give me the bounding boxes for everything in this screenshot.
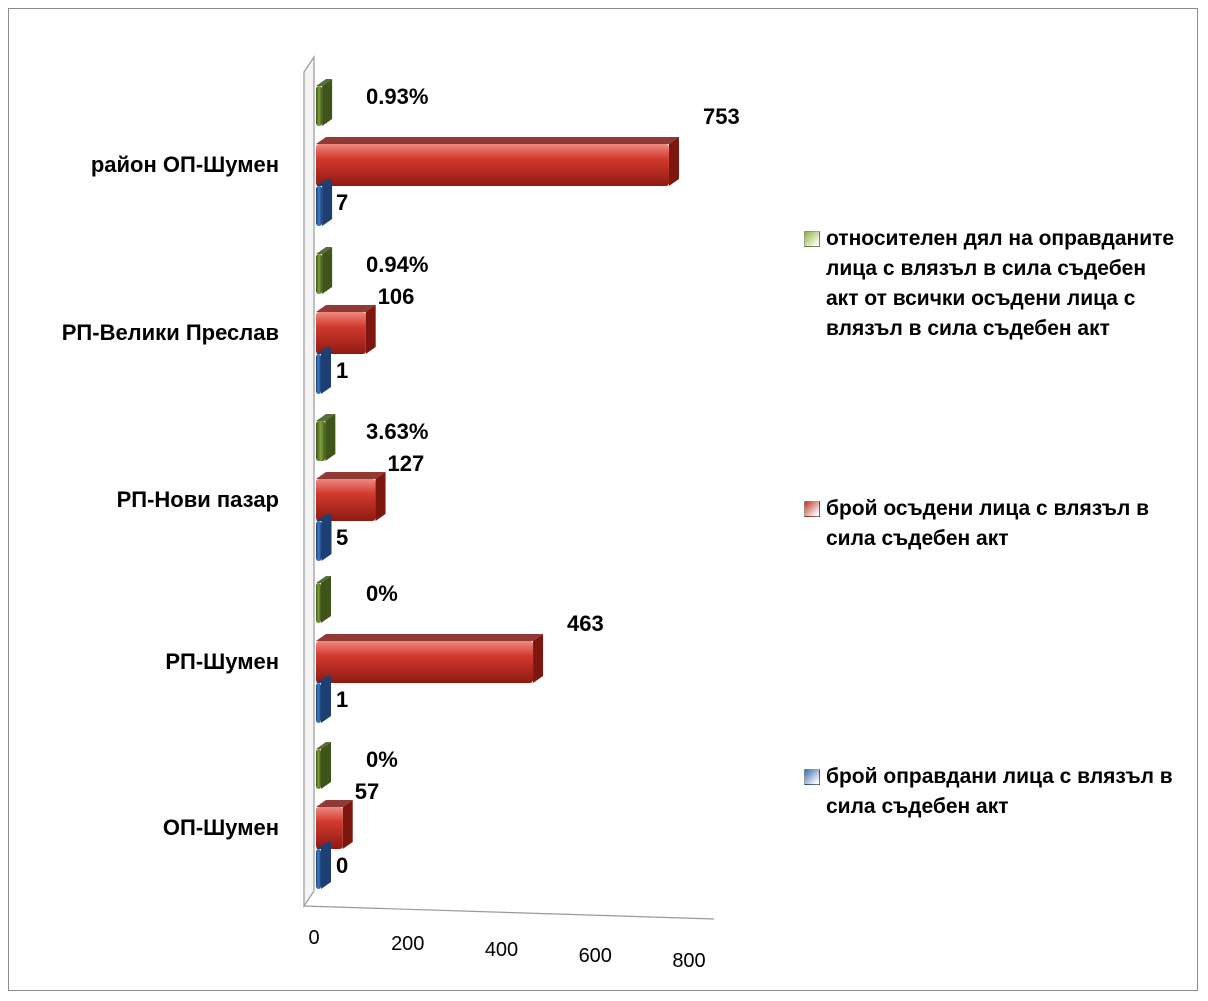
data-label: 0.93% (366, 84, 428, 109)
legend-label: брой оправдани лица с влязъл в сила съде… (826, 765, 1173, 818)
x-axis-floor (303, 905, 715, 920)
legend-swatch (804, 501, 820, 517)
bar (316, 472, 386, 521)
data-label: 127 (388, 451, 425, 476)
legend-label: брой осъдени лица с влязъл в сила съдебе… (826, 497, 1150, 550)
data-label: 3.63% (366, 419, 428, 444)
data-label: 0% (366, 747, 398, 772)
data-label: 57 (355, 779, 379, 804)
x-tick-label: 200 (391, 933, 424, 955)
category-label: РП-Шумен (165, 649, 279, 674)
data-label: 5 (336, 525, 348, 550)
data-label: 463 (567, 611, 604, 636)
bar-chart: 0 200 400 600 800 район ОП-Шумен 0.93% 753 7 РП-… (62, 55, 740, 972)
category-label: РП-Нови пазар (117, 487, 279, 512)
bar (316, 800, 353, 849)
bar (316, 634, 544, 683)
bar (316, 514, 332, 561)
x-tick-label: 800 (672, 950, 705, 972)
legend-label: относителен дял на оправданите лица с вл… (826, 227, 1175, 340)
bar (316, 742, 331, 789)
data-label: 0.94% (366, 252, 428, 277)
legend-swatch (804, 231, 820, 247)
data-label: 1 (336, 358, 348, 383)
bar (316, 347, 331, 394)
legend-item: брой осъдени лица с влязъл в сила съдебе… (804, 494, 1184, 554)
bar (316, 179, 333, 226)
bar (316, 676, 331, 723)
bar (316, 137, 679, 186)
legend-item: относителен дял на оправданите лица с вл… (804, 224, 1184, 344)
category-label: РП-Велики Преслав (62, 320, 279, 345)
legend-item: брой оправдани лица с влязъл в сила съде… (804, 762, 1184, 822)
data-label: 0% (366, 581, 398, 606)
data-label: 753 (703, 104, 740, 129)
data-label: 106 (378, 284, 415, 309)
x-tick-label: 400 (485, 939, 518, 961)
chart-frame: 0 200 400 600 800 район ОП-Шумен 0.93% 753 7 РП-… (8, 8, 1198, 991)
x-tick-label: 0 (308, 927, 319, 949)
x-tick-label: 600 (579, 945, 612, 967)
category-label: ОП-Шумен (163, 815, 279, 840)
bar (316, 576, 331, 623)
data-label: 7 (336, 190, 348, 215)
bar (316, 414, 336, 461)
bar (316, 79, 333, 126)
bar (316, 842, 331, 889)
axis-wall (303, 55, 315, 908)
bar (316, 305, 376, 354)
legend-swatch (804, 769, 820, 785)
category-label: район ОП-Шумен (91, 152, 279, 177)
bar (316, 247, 333, 294)
data-label: 0 (336, 853, 348, 878)
data-label: 1 (336, 687, 348, 712)
